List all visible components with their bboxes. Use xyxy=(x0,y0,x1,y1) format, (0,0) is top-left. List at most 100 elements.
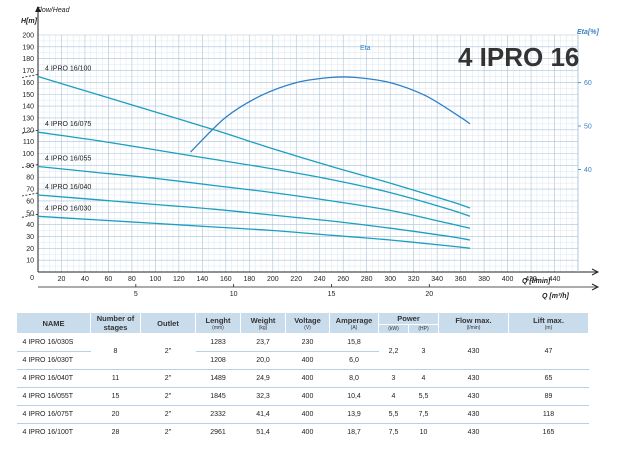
table-row: 4 IPRO 16/030T 1208 20,0 400 6,0 xyxy=(16,351,589,370)
y-tick-label: 170 xyxy=(22,68,34,75)
x-tick-label: 440 xyxy=(549,276,561,283)
x2-tick-labels: 5 10 15 20 xyxy=(134,284,433,298)
cell-stages: 15 xyxy=(90,387,141,406)
cell-kw: 3 xyxy=(378,369,409,388)
cell-lift: 118 xyxy=(508,405,589,424)
y-tick-label: 100 xyxy=(22,151,34,158)
y-axis-label: H[m] xyxy=(21,18,38,25)
head-curve xyxy=(37,165,471,229)
cell-lenght: 1208 xyxy=(195,351,241,370)
cell-outlet: 2" xyxy=(140,333,196,370)
x-tick-label: 100 xyxy=(150,276,162,283)
cell-lenght: 1489 xyxy=(195,369,241,388)
cell-flow: 430 xyxy=(438,423,509,441)
cell-lenght: 1283 xyxy=(195,333,241,352)
head-curves xyxy=(37,75,471,249)
cell-flow: 430 xyxy=(438,369,509,388)
x-tick-label: 60 xyxy=(105,276,113,283)
cell-amperage: 18,7 xyxy=(329,423,379,441)
x2-tick-label: 10 xyxy=(230,291,238,298)
x-tick-label: 380 xyxy=(478,276,490,283)
cell-voltage: 400 xyxy=(285,405,330,424)
cell-hp: 7,5 xyxy=(408,405,439,424)
y-tick-label: 10 xyxy=(26,258,34,265)
cell-voltage: 400 xyxy=(285,423,330,441)
cell-weight: 32,3 xyxy=(240,387,286,406)
chart-title: 4 IPRO 16 xyxy=(458,42,579,72)
eta-curve-label: Eta xyxy=(360,45,371,52)
cell-weight: 41,4 xyxy=(240,405,286,424)
cell-stages: 11 xyxy=(90,369,141,388)
cell-lenght: 1845 xyxy=(195,387,241,406)
cell-hp: 3 xyxy=(408,333,439,370)
x2-axis-arrow-icon xyxy=(591,283,600,291)
col-amperage: Amperage (A) xyxy=(329,312,379,334)
table-row: 4 IPRO 16/075T 20 2" 2332 41,4 400 13,9 … xyxy=(16,405,589,424)
cell-hp: 5,5 xyxy=(408,387,439,406)
x-tick-label: 420 xyxy=(525,276,537,283)
cell-flow: 430 xyxy=(438,387,509,406)
cell-outlet: 2" xyxy=(140,405,196,424)
cell-outlet: 2" xyxy=(140,369,196,388)
cell-weight: 24,9 xyxy=(240,369,286,388)
curve-label-leader xyxy=(21,74,39,78)
col-voltage: Voltage (V) xyxy=(285,312,330,334)
cell-name: 4 IPRO 16/040T xyxy=(16,369,91,388)
cell-outlet: 2" xyxy=(140,387,196,406)
cell-voltage: 400 xyxy=(285,387,330,406)
col-power: Power xyxy=(377,312,440,325)
col-outlet: Outlet xyxy=(140,312,196,334)
x-tick-label: 40 xyxy=(81,276,89,283)
pump-specs-table: NAME Number of stages Outlet Lenght (mm) … xyxy=(16,312,590,441)
col-kw: (kW) xyxy=(378,324,409,334)
cell-voltage: 400 xyxy=(285,369,330,388)
pump-performance-chart: 1020304050607080901001101201301401501601… xyxy=(21,6,600,300)
y-tick-label: 80 xyxy=(26,175,34,182)
eta-tick-label: 60 xyxy=(584,80,592,87)
cell-flow: 430 xyxy=(438,333,509,370)
cell-kw: 2,2 xyxy=(378,333,409,370)
cell-kw: 7,5 xyxy=(378,423,409,441)
head-curve xyxy=(37,131,471,217)
curve-label: 4 IPRO 16/030 xyxy=(45,205,91,212)
eta-curve-group xyxy=(190,76,471,153)
cell-stages: 28 xyxy=(90,423,141,441)
origin-tick-label: 0 xyxy=(30,275,34,282)
y-tick-labels: 1020304050607080901001101201301401501601… xyxy=(22,33,34,283)
table-row: 4 IPRO 16/030S 8 2" 1283 23,7 230 15,8 2… xyxy=(16,333,589,370)
x-tick-label: 20 xyxy=(58,276,66,283)
y-tick-label: 30 xyxy=(26,234,34,241)
cell-hp: 10 xyxy=(408,423,439,441)
y-tick-label: 120 xyxy=(22,127,34,134)
cell-lift: 89 xyxy=(508,387,589,406)
table-row: 4 IPRO 16/100T 28 2" 2961 51,4 400 18,7 … xyxy=(16,423,589,441)
y-tick-label: 200 xyxy=(22,33,34,40)
table-header-row: NAME Number of stages Outlet Lenght (mm) … xyxy=(16,312,590,334)
col-flow: Flow max. (l/min) xyxy=(438,312,510,334)
cell-name: 4 IPRO 16/100T xyxy=(16,423,91,441)
cell-name: 4 IPRO 16/030S xyxy=(16,333,91,352)
cell-amperage: 6,0 xyxy=(329,351,379,370)
cell-lenght: 2961 xyxy=(195,423,241,441)
x-tick-label: 220 xyxy=(290,276,302,283)
x-tick-label: 80 xyxy=(128,276,136,283)
cell-lenght: 2332 xyxy=(195,405,241,424)
axes xyxy=(35,6,600,291)
x-tick-label: 160 xyxy=(220,276,232,283)
cell-weight: 51,4 xyxy=(240,423,286,441)
x-tick-label: 280 xyxy=(361,276,373,283)
y-tick-label: 130 xyxy=(22,115,34,122)
y-tick-label: 20 xyxy=(26,246,34,253)
col-stages: Number of stages xyxy=(90,312,141,334)
head-curve xyxy=(37,75,471,209)
x-tick-label: 240 xyxy=(314,276,326,283)
cell-kw: 4 xyxy=(378,387,409,406)
y-axis-arrow-icon xyxy=(35,6,41,12)
cell-weight: 23,7 xyxy=(240,333,286,352)
cell-outlet: 2" xyxy=(140,423,196,441)
y-axis-caption: Flow/Head xyxy=(36,7,71,14)
y-tick-label: 50 xyxy=(26,210,34,217)
curve-label: 4 IPRO 16/040 xyxy=(45,184,91,191)
y-tick-label: 140 xyxy=(22,104,34,111)
cell-flow: 430 xyxy=(438,405,509,424)
